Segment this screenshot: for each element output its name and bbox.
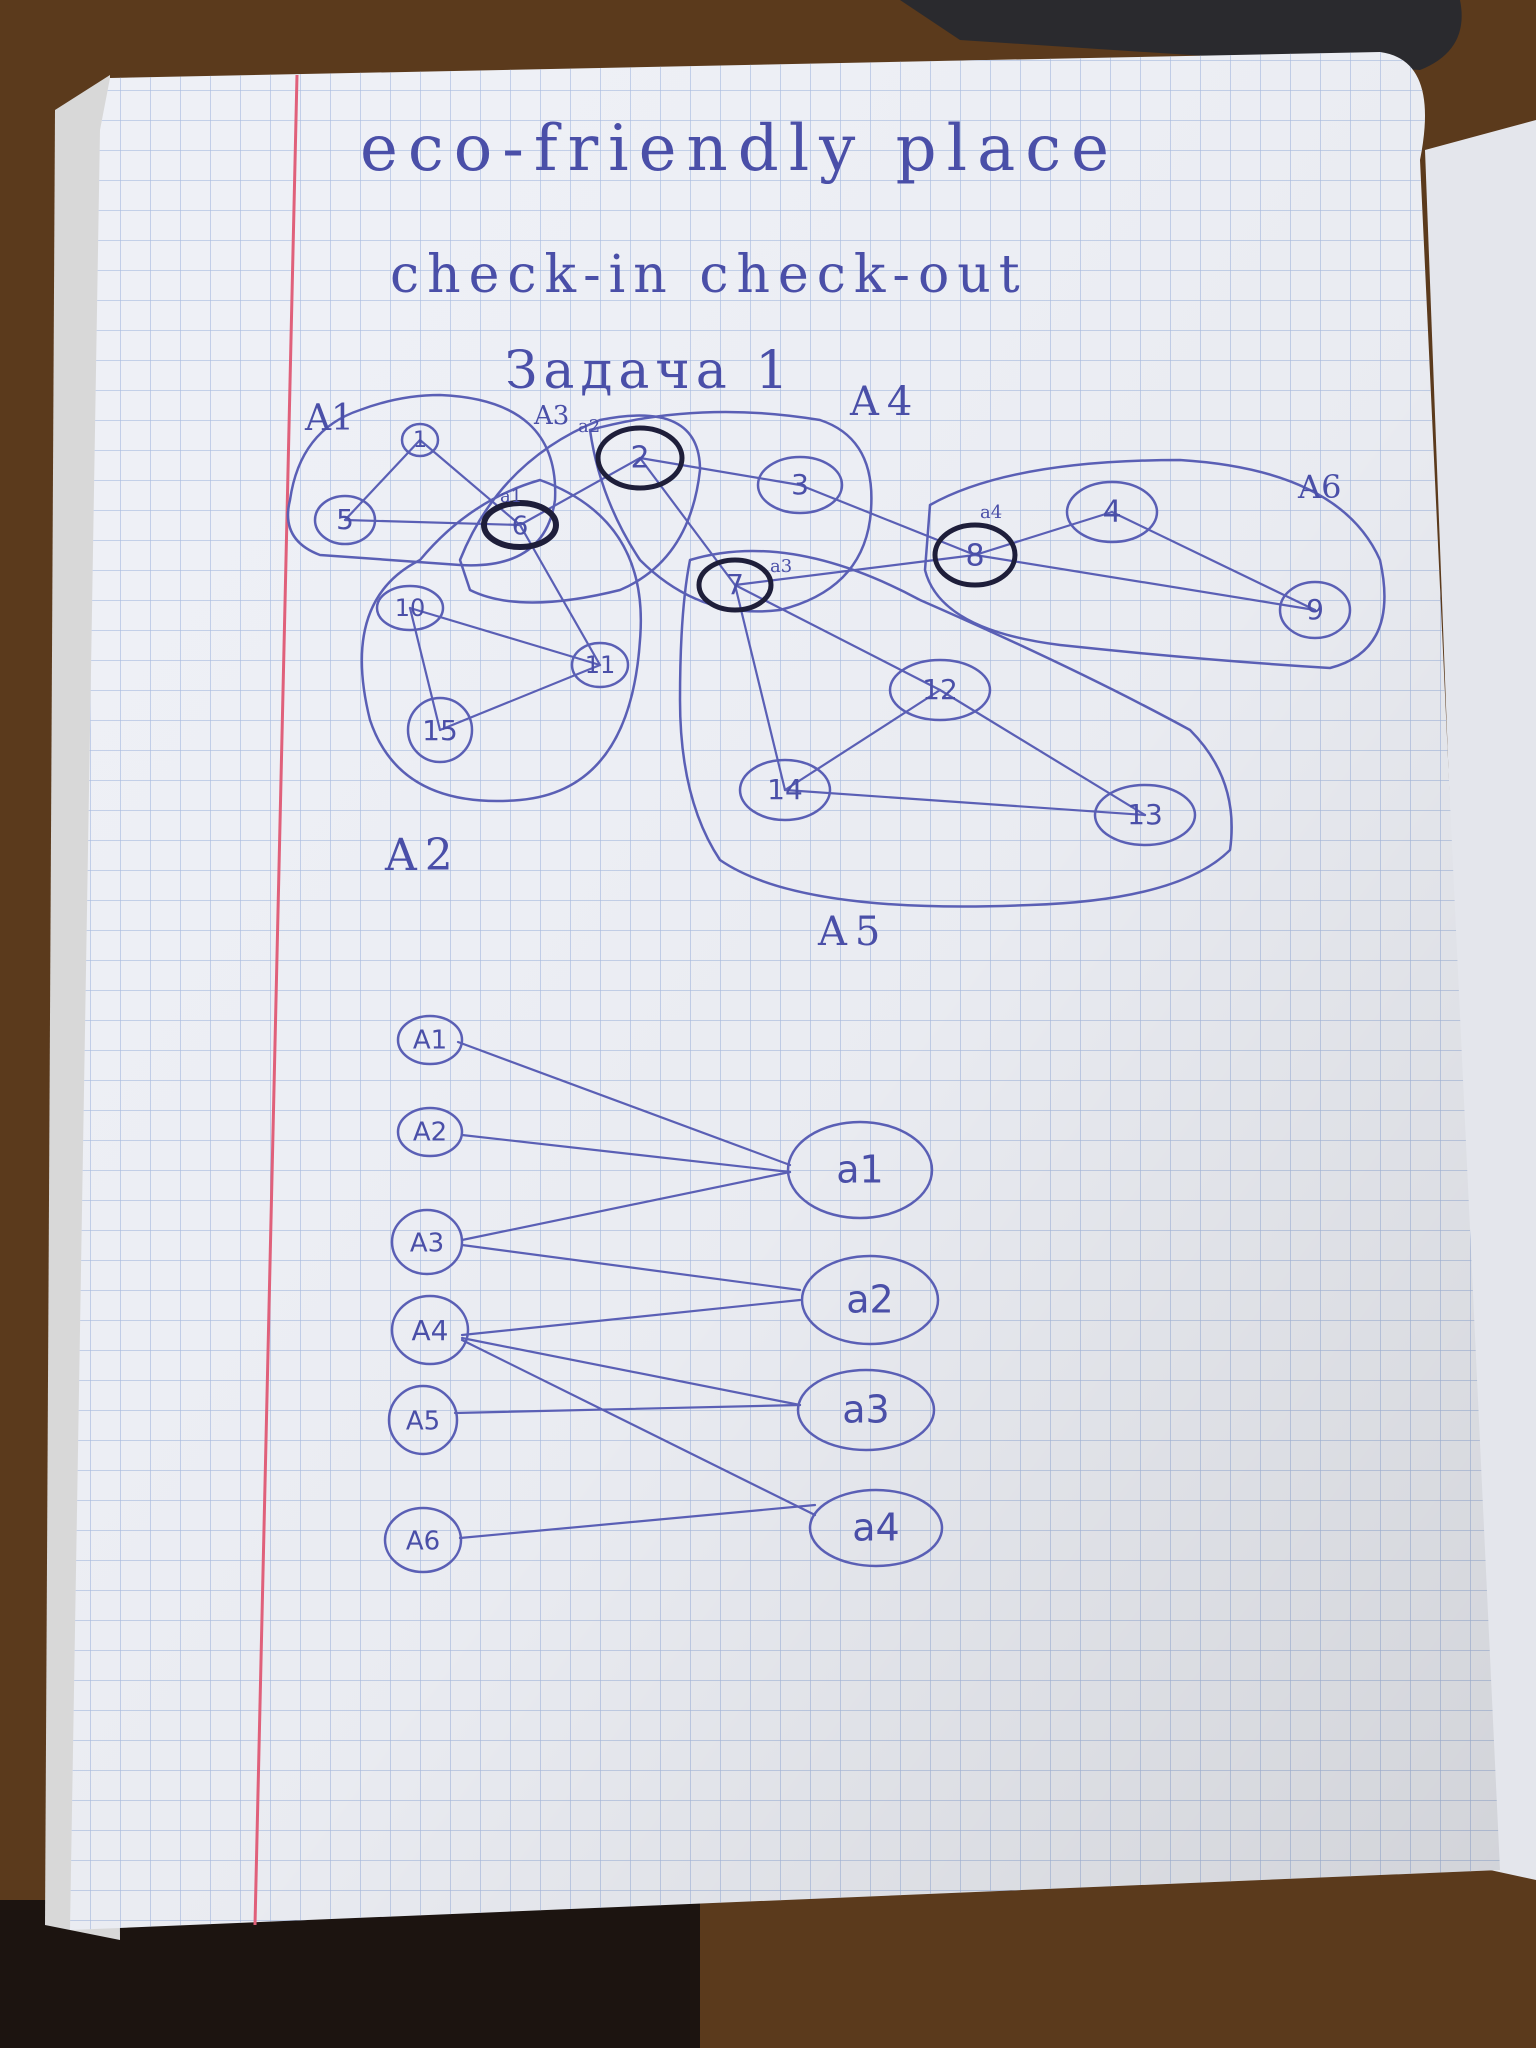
- svg-text:3: 3: [791, 468, 809, 501]
- group-label-a3: A3: [533, 401, 569, 431]
- right-node-a3: a3: [796, 1368, 936, 1452]
- left-node-a1: A1: [396, 1014, 464, 1066]
- svg-text:11: 11: [585, 651, 616, 679]
- node-11: 11: [570, 641, 630, 689]
- node-14: 14: [738, 758, 832, 822]
- node-5: 5: [313, 494, 377, 546]
- svg-text:2: 2: [630, 441, 649, 476]
- page-subtitle: check-in check-out: [390, 245, 1028, 305]
- node-1: 1: [400, 422, 440, 458]
- node-15: 15: [406, 696, 474, 764]
- bipartite-left-nodes: A1 A2 A3 A4 A5 A6: [383, 1014, 470, 1574]
- svg-text:a2: a2: [846, 1278, 893, 1322]
- node-2: 2: [595, 425, 685, 491]
- graph-nodes: 1 2 3 4 5 6 7 8: [313, 422, 1352, 847]
- mark-a3: a3: [770, 556, 792, 577]
- svg-text:a4: a4: [852, 1506, 899, 1550]
- group-label-a4: A4: [849, 379, 920, 425]
- svg-text:13: 13: [1127, 798, 1163, 831]
- svg-text:A1: A1: [413, 1026, 447, 1056]
- node-4: 4: [1065, 480, 1159, 544]
- group-outline-a4: [588, 410, 873, 613]
- mark-a4: a4: [980, 502, 1002, 523]
- svg-text:9: 9: [1306, 593, 1324, 626]
- page-title: eco-friendly place: [360, 112, 1119, 186]
- node-13: 13: [1093, 783, 1197, 847]
- laptop-corner: [900, 0, 1462, 70]
- node-9: 9: [1278, 580, 1352, 640]
- node-7: 7: [696, 557, 774, 613]
- node-marks: a1 a2 a3 a4: [500, 416, 1002, 577]
- svg-text:14: 14: [767, 773, 803, 806]
- svg-text:A5: A5: [406, 1407, 440, 1437]
- left-node-a2: A2: [396, 1106, 464, 1158]
- notebook-page: [70, 52, 1500, 1930]
- svg-text:15: 15: [422, 714, 458, 747]
- right-page-edge: [1425, 120, 1536, 1880]
- svg-text:6: 6: [512, 512, 529, 542]
- group-outline-a6: [923, 458, 1386, 670]
- svg-text:a3: a3: [842, 1388, 889, 1432]
- group-labels: A1 A2 A3 A4 A5 A6: [304, 379, 1341, 955]
- svg-text:a1: a1: [836, 1148, 883, 1192]
- group-label-a2: A2: [384, 830, 461, 881]
- right-node-a4: a4: [808, 1488, 944, 1568]
- task-heading: Задача 1: [505, 341, 794, 401]
- node-10: 10: [375, 584, 445, 632]
- right-node-a1: a1: [786, 1120, 934, 1220]
- right-node-a2: a2: [800, 1254, 940, 1346]
- svg-text:10: 10: [395, 594, 426, 622]
- group-outline-a2: [360, 478, 643, 803]
- svg-text:A4: A4: [412, 1314, 449, 1347]
- svg-text:8: 8: [965, 539, 984, 574]
- svg-text:A2: A2: [413, 1118, 447, 1148]
- node-6: 6: [481, 500, 559, 550]
- mark-a1: a1: [500, 486, 522, 507]
- margin-line: [253, 74, 299, 1926]
- node-8: 8: [932, 522, 1018, 588]
- svg-text:12: 12: [922, 673, 958, 706]
- left-node-a4: A4: [390, 1294, 470, 1366]
- bipartite-right-nodes: a1 a2 a3 a4: [786, 1120, 944, 1568]
- group-outline-a3: [458, 414, 702, 604]
- group-label-a1: A1: [304, 398, 354, 439]
- svg-text:A3: A3: [410, 1229, 444, 1259]
- mark-a2: a2: [578, 416, 600, 437]
- group-label-a5: A5: [817, 909, 888, 955]
- svg-text:A6: A6: [406, 1527, 440, 1557]
- svg-text:5: 5: [336, 503, 354, 536]
- bipartite-edges: [453, 1040, 817, 1540]
- hyperedge-outlines: [286, 393, 1386, 908]
- svg-text:4: 4: [1102, 495, 1121, 530]
- left-node-a6: A6: [383, 1506, 463, 1574]
- left-node-a5: A5: [387, 1384, 459, 1456]
- node-12: 12: [888, 658, 992, 722]
- node-3: 3: [756, 455, 844, 515]
- group-outline-a5: [678, 549, 1233, 908]
- svg-text:1: 1: [413, 428, 427, 453]
- left-node-a3: A3: [390, 1208, 464, 1276]
- group-label-a6: A6: [1297, 468, 1341, 506]
- svg-text:7: 7: [726, 568, 744, 601]
